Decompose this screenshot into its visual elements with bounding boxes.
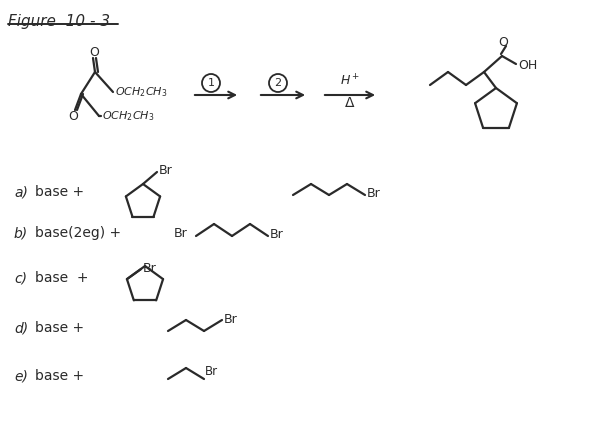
Text: Br: Br (367, 187, 381, 199)
Text: $\Delta$: $\Delta$ (344, 96, 356, 110)
Text: Br: Br (205, 364, 218, 378)
Text: $OCH_2CH_3$: $OCH_2CH_3$ (102, 109, 154, 123)
Text: base  +: base + (35, 271, 88, 285)
Text: base +: base + (35, 185, 84, 199)
Text: Figure  10 - 3: Figure 10 - 3 (8, 14, 110, 29)
Text: e): e) (14, 369, 28, 383)
Text: $H^+$: $H^+$ (340, 73, 360, 88)
Text: c): c) (14, 271, 27, 285)
Text: O: O (68, 110, 78, 122)
Text: $OCH_2CH_3$: $OCH_2CH_3$ (115, 85, 168, 99)
Text: b): b) (14, 226, 28, 240)
Text: base +: base + (35, 321, 84, 335)
Text: 1: 1 (207, 78, 215, 88)
Text: 2: 2 (274, 78, 282, 88)
Text: d): d) (14, 321, 28, 335)
Text: Br: Br (270, 227, 284, 241)
Text: O: O (498, 36, 508, 48)
Text: base(2eg) +: base(2eg) + (35, 226, 121, 240)
Text: Br: Br (159, 164, 173, 176)
Text: Br: Br (174, 227, 188, 239)
Text: Br: Br (143, 262, 157, 275)
Text: O: O (89, 45, 99, 59)
Text: OH: OH (518, 59, 537, 72)
Text: Br: Br (224, 312, 238, 326)
Text: base +: base + (35, 369, 84, 383)
Text: a): a) (14, 185, 28, 199)
